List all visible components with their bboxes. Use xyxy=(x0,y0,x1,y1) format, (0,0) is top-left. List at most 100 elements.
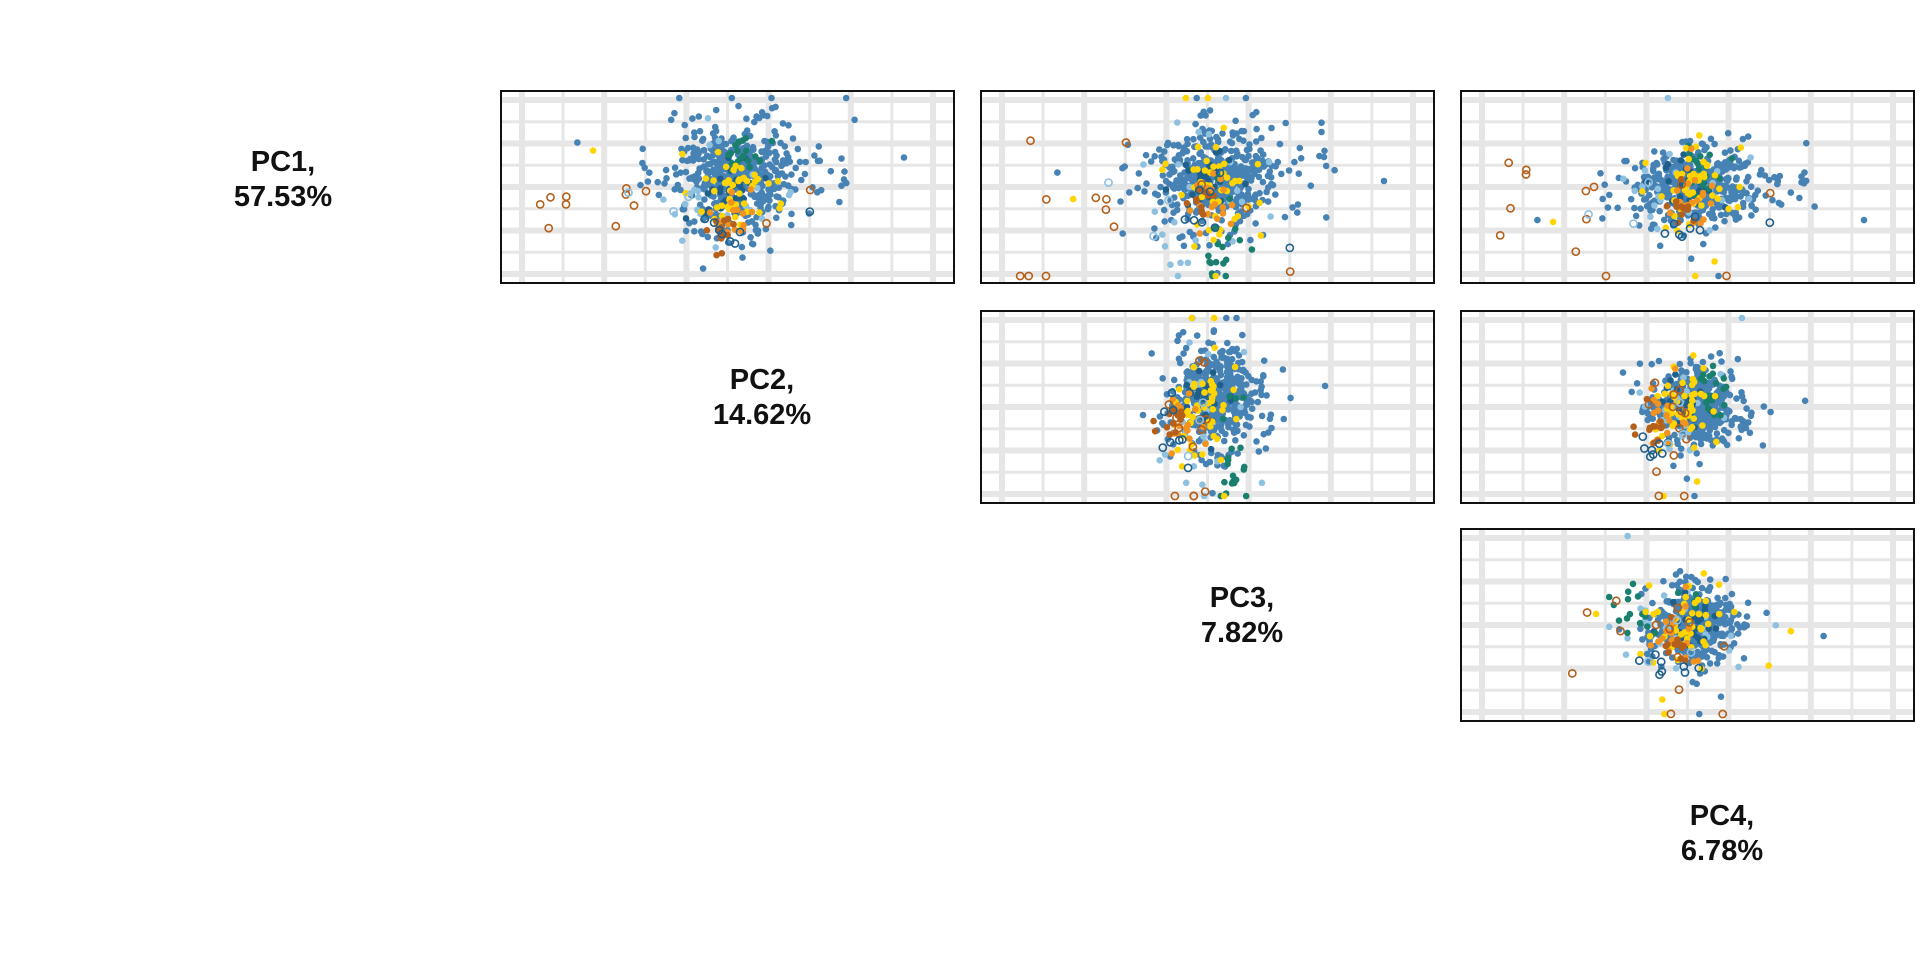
data-point xyxy=(672,171,680,178)
data-point xyxy=(1787,189,1795,196)
data-point xyxy=(1657,418,1664,425)
data-point xyxy=(699,135,707,143)
data-point xyxy=(1674,636,1681,643)
data-point xyxy=(1713,438,1720,446)
data-point xyxy=(1673,652,1683,662)
data-point xyxy=(1268,424,1275,432)
data-point xyxy=(1725,205,1732,213)
data-point xyxy=(1582,608,1592,617)
data-point xyxy=(784,182,792,189)
data-point xyxy=(1227,220,1235,228)
data-point xyxy=(1710,636,1718,643)
data-point xyxy=(1231,363,1239,371)
data-point xyxy=(1198,456,1205,464)
data-point xyxy=(1674,187,1681,194)
data-point xyxy=(1687,255,1695,262)
scatter-panel-pc2-pc3 xyxy=(980,310,1435,504)
data-point xyxy=(1693,197,1701,204)
data-point xyxy=(1015,271,1025,281)
data-point xyxy=(1669,598,1677,606)
data-point xyxy=(624,188,633,198)
data-point xyxy=(773,214,780,222)
data-point xyxy=(1721,149,1729,156)
data-point xyxy=(1688,610,1696,617)
data-point xyxy=(762,218,771,228)
data-point xyxy=(1676,360,1684,368)
data-point xyxy=(1159,231,1166,238)
data-point xyxy=(1184,421,1191,429)
data-point xyxy=(1709,206,1716,213)
data-point xyxy=(1654,225,1661,233)
data-point xyxy=(1656,242,1664,250)
data-point xyxy=(1737,144,1745,151)
data-point xyxy=(1184,427,1191,434)
data-point xyxy=(709,158,716,166)
scatter-plot-pc1-pc4 xyxy=(1460,90,1915,284)
data-point xyxy=(1186,183,1193,191)
data-point xyxy=(706,141,713,149)
data-point xyxy=(691,228,698,235)
data-point xyxy=(1194,185,1204,195)
data-point xyxy=(1776,172,1784,180)
data-point xyxy=(754,227,762,234)
data-point xyxy=(1380,177,1388,185)
data-point xyxy=(1642,159,1649,167)
data-point xyxy=(1744,599,1752,607)
data-point xyxy=(842,94,850,102)
data-point xyxy=(1706,583,1714,591)
data-point xyxy=(751,118,758,126)
data-point xyxy=(679,156,686,164)
data-point xyxy=(1722,575,1729,583)
data-point xyxy=(1693,680,1700,688)
data-point xyxy=(1801,397,1809,405)
data-point xyxy=(1157,183,1164,191)
data-point xyxy=(1719,653,1727,660)
data-point xyxy=(1196,134,1204,141)
panel-border xyxy=(1460,310,1915,504)
data-point xyxy=(1504,158,1514,168)
data-point xyxy=(1171,219,1178,226)
data-point xyxy=(1242,94,1250,102)
scatter-panel-pc1-pc2 xyxy=(500,90,955,284)
data-point xyxy=(1629,580,1637,588)
data-point xyxy=(1656,657,1666,667)
data-point xyxy=(662,166,670,174)
scatter-plot-pc1-pc2 xyxy=(500,90,955,284)
data-point xyxy=(1183,463,1193,473)
data-point xyxy=(1741,621,1748,628)
data-point xyxy=(1682,573,1690,581)
data-point xyxy=(1662,183,1669,190)
data-point xyxy=(1221,147,1228,154)
data-point xyxy=(1182,479,1190,487)
data-point xyxy=(762,153,770,160)
data-point xyxy=(1224,460,1231,468)
data-point xyxy=(1236,177,1243,185)
data-point xyxy=(1663,194,1671,201)
data-point xyxy=(1254,160,1262,168)
data-point xyxy=(1246,141,1253,148)
data-point xyxy=(1240,165,1248,172)
data-point xyxy=(1700,216,1707,223)
data-point xyxy=(1643,650,1651,658)
data-point xyxy=(1647,207,1654,214)
data-point xyxy=(1272,163,1279,170)
data-point xyxy=(1212,272,1219,280)
data-point xyxy=(1198,398,1208,407)
points xyxy=(1619,314,1809,501)
data-point xyxy=(1170,376,1178,384)
data-point xyxy=(1126,189,1133,196)
data-point xyxy=(1649,599,1656,607)
data-point xyxy=(1198,209,1205,216)
data-point xyxy=(1690,415,1698,422)
data-point xyxy=(1186,207,1194,214)
data-point xyxy=(1647,642,1654,649)
data-point xyxy=(728,94,736,102)
data-point xyxy=(1679,662,1689,671)
data-point xyxy=(1240,466,1248,473)
data-point xyxy=(1697,626,1705,633)
data-point xyxy=(544,223,554,233)
data-point xyxy=(1210,236,1217,244)
data-point xyxy=(696,201,704,209)
data-point xyxy=(1637,205,1644,212)
data-point xyxy=(706,209,714,216)
